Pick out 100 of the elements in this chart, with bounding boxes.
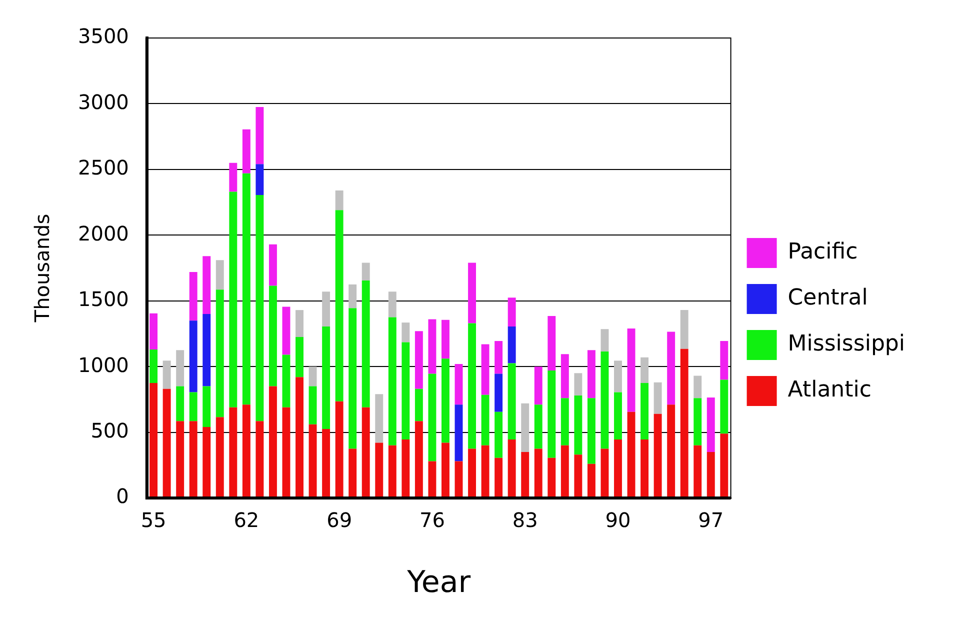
bar — [560, 445, 569, 498]
bar — [694, 445, 702, 498]
bar — [534, 448, 542, 498]
bar — [189, 320, 198, 392]
bar — [362, 280, 370, 408]
bar — [454, 461, 463, 498]
bar — [348, 308, 357, 449]
bar — [481, 394, 490, 446]
x-tick-label: 83 — [512, 508, 538, 532]
bar — [548, 458, 556, 498]
y-tick-label: 0 — [116, 484, 129, 508]
bar — [388, 317, 396, 446]
bar — [388, 445, 396, 498]
bar — [388, 292, 396, 318]
bar — [189, 421, 198, 498]
bar — [627, 328, 636, 412]
bar — [494, 374, 503, 412]
bar — [548, 316, 556, 371]
bar — [322, 326, 330, 429]
y-tick-label: 3500 — [78, 24, 129, 48]
y-tick-label: 1500 — [78, 287, 129, 312]
bar — [414, 331, 423, 389]
bar — [560, 398, 569, 446]
bar — [402, 322, 410, 342]
bar — [414, 421, 423, 498]
bar — [494, 412, 503, 458]
bar — [150, 349, 158, 383]
bar — [256, 164, 264, 196]
bar — [189, 272, 198, 321]
bar — [614, 440, 622, 498]
bar — [481, 445, 490, 498]
x-tick-label: 62 — [234, 508, 260, 532]
x-tick-label: 69 — [326, 508, 352, 532]
legend-label: Central — [788, 286, 868, 311]
bar — [335, 190, 344, 210]
bar — [202, 386, 211, 428]
bar — [322, 429, 330, 498]
bar — [680, 310, 688, 349]
bar — [348, 448, 357, 498]
bar — [600, 351, 609, 449]
bar — [362, 262, 370, 280]
bar — [348, 284, 357, 308]
bar — [720, 380, 728, 434]
bar — [706, 397, 715, 452]
bar — [242, 404, 250, 498]
bar — [494, 340, 503, 374]
bar — [282, 354, 290, 408]
bar — [442, 442, 450, 498]
bar — [508, 326, 516, 364]
bar — [442, 320, 450, 359]
bar — [322, 292, 330, 326]
bar — [229, 192, 238, 408]
bar — [694, 376, 702, 398]
bar — [308, 386, 317, 424]
bar — [268, 244, 277, 286]
bar — [468, 323, 476, 449]
bar — [600, 329, 609, 352]
bar — [162, 388, 171, 498]
bar — [640, 357, 649, 383]
bar — [216, 260, 224, 290]
x-tick-label: 55 — [140, 508, 166, 532]
bar — [720, 340, 728, 380]
bar — [706, 452, 715, 498]
bar — [256, 421, 264, 498]
bar — [720, 434, 728, 498]
bar — [600, 448, 609, 498]
y-tick-label: 1000 — [78, 352, 129, 377]
bar — [335, 210, 344, 402]
bar — [548, 370, 556, 458]
bar — [176, 350, 184, 386]
bar — [521, 403, 530, 452]
bar — [442, 358, 450, 443]
bar — [216, 290, 224, 418]
x-axis-title: Year — [406, 564, 472, 600]
bar — [521, 452, 530, 498]
bar — [574, 395, 582, 455]
bar — [627, 412, 636, 498]
bar — [680, 348, 688, 498]
bar — [414, 388, 423, 422]
bar — [308, 424, 317, 498]
bar — [428, 319, 436, 374]
bar — [150, 313, 158, 350]
bar — [216, 417, 224, 498]
bar — [614, 360, 622, 392]
bar — [282, 407, 290, 498]
bar — [375, 442, 384, 498]
bar — [508, 298, 516, 326]
bar — [202, 314, 211, 386]
bar — [454, 364, 463, 405]
bar — [256, 107, 264, 164]
bar — [667, 332, 676, 405]
y-axis-title: Thousands — [30, 214, 54, 324]
legend-label: Pacific — [788, 240, 858, 265]
y-tick-label: 2500 — [78, 156, 129, 180]
bar — [202, 427, 211, 498]
bar — [335, 401, 344, 498]
bar — [296, 337, 304, 378]
y-tick-label: 3000 — [78, 90, 129, 114]
x-tick-label: 90 — [605, 508, 631, 532]
bar — [508, 363, 516, 440]
